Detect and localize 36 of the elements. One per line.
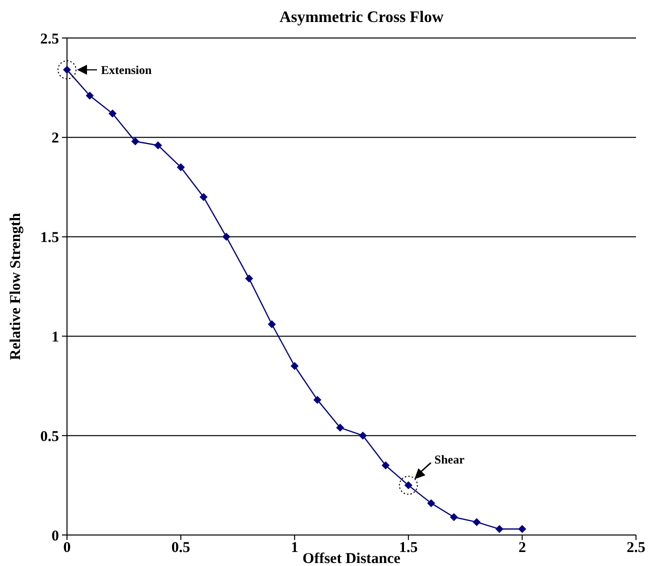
point bbox=[131, 137, 140, 146]
y-tick-label: 1 bbox=[52, 329, 59, 346]
x-tick-label: 2.5 bbox=[626, 540, 646, 556]
point bbox=[200, 193, 208, 202]
point bbox=[86, 92, 94, 100]
y-tick-label: 1.5 bbox=[40, 230, 59, 246]
x-tick-label: 0 bbox=[63, 540, 71, 556]
x-tick-label: 1 bbox=[290, 540, 298, 556]
y-tick-label: 0.5 bbox=[40, 428, 59, 445]
point bbox=[472, 518, 481, 526]
point bbox=[108, 110, 117, 118]
point bbox=[245, 274, 254, 283]
x-tick-label: 0.5 bbox=[171, 540, 190, 556]
x-axis-title: Offset Distance bbox=[302, 551, 401, 566]
point bbox=[450, 513, 458, 522]
point bbox=[495, 525, 504, 534]
point bbox=[382, 461, 390, 470]
point bbox=[427, 499, 436, 508]
chart-title: Asymmetric Cross Flow bbox=[279, 9, 444, 26]
point bbox=[313, 396, 322, 404]
y-tick-label: 2.5 bbox=[40, 31, 59, 48]
y-axis-title: Relative Flow Strength bbox=[8, 212, 24, 360]
y-tick-label: 0 bbox=[52, 528, 59, 544]
point bbox=[518, 525, 526, 534]
point bbox=[222, 232, 230, 241]
x-tick-label: 1.5 bbox=[399, 540, 418, 556]
annotation: Extension bbox=[101, 63, 152, 78]
point bbox=[358, 432, 367, 440]
point bbox=[176, 163, 185, 172]
x-tick-label: 2 bbox=[518, 540, 526, 556]
annotation: Shear bbox=[434, 452, 466, 466]
point bbox=[154, 141, 162, 150]
point bbox=[290, 362, 299, 370]
y-tick-label: 2 bbox=[52, 130, 59, 147]
point bbox=[336, 424, 344, 432]
point bbox=[268, 320, 276, 328]
